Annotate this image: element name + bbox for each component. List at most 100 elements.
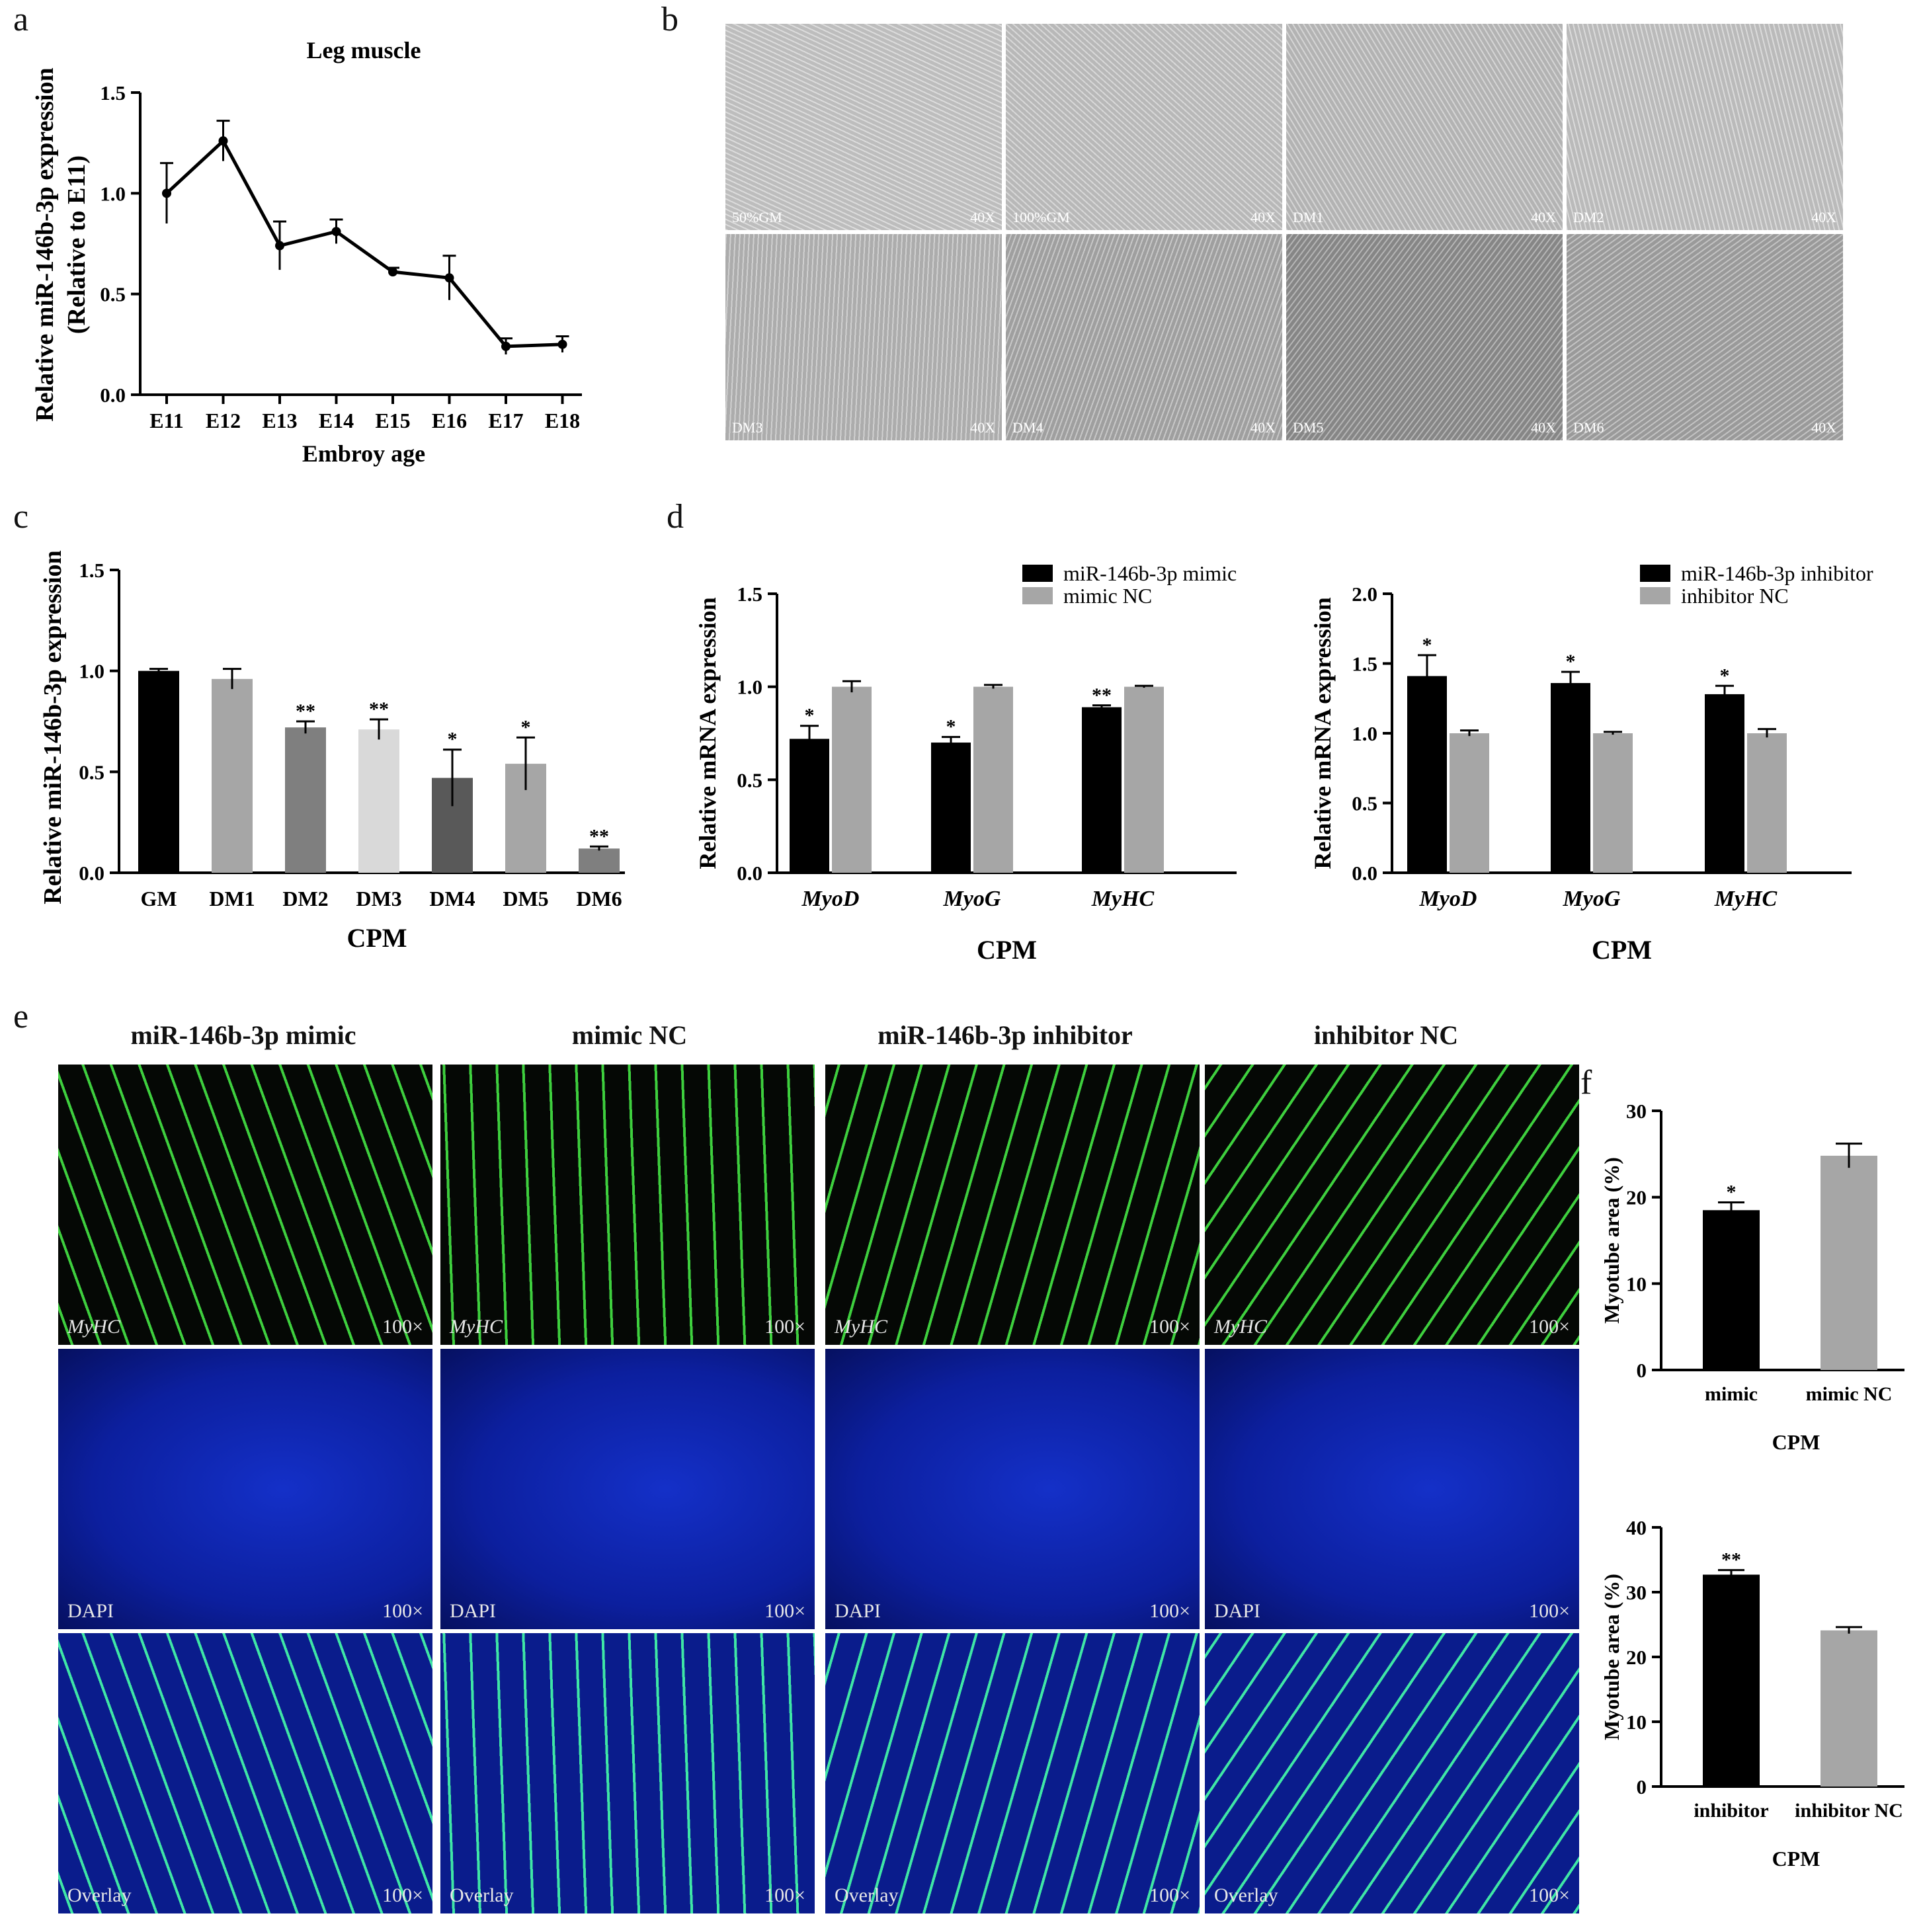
a-xtick-label: E12 xyxy=(206,409,241,432)
d1-legend-label: mimic NC xyxy=(1063,584,1152,608)
f2-xtick-label: inhibitor xyxy=(1694,1800,1768,1822)
f2-ytick-label: 30 xyxy=(1626,1581,1647,1604)
chart-d-mimic-bar: 0.0 0.5 1.0 1.5 * MyoD * MyoG ** MyHC CPM Relative … xyxy=(694,561,1237,965)
micrograph-b-tile: DM2 40X xyxy=(1567,24,1843,230)
d1-legend-swatch xyxy=(1022,565,1053,582)
col-title-mimic-nc: mimic NC xyxy=(571,1020,688,1050)
c-ytick-label: 0.0 xyxy=(79,862,104,885)
a-xtick-label: E18 xyxy=(545,409,580,432)
d2-bar xyxy=(1407,676,1447,873)
f2-bar xyxy=(1703,1574,1760,1787)
a-ytick-label: 1.5 xyxy=(100,81,126,104)
c-xtick-label: DM2 xyxy=(282,887,328,910)
micrograph-b-magnification: 40X xyxy=(970,209,995,225)
fluorescence-magnification: 100× xyxy=(764,1884,805,1906)
c-significance: * xyxy=(448,729,458,750)
a-point xyxy=(218,136,228,146)
fluorescence-grid-e: MyHC 100× MyHC 100× MyHC 100× MyHC 100× DAPI 100×… xyxy=(58,1065,1579,1924)
micrograph-b-tile: DM3 40X xyxy=(725,234,1002,440)
f2-ytick-label: 10 xyxy=(1626,1711,1647,1734)
a-xtick-label: E13 xyxy=(262,409,297,432)
a-point xyxy=(388,267,397,277)
panel-label-f: f xyxy=(1580,1064,1592,1102)
f2-ylabel: Myotube area (%) xyxy=(1600,1574,1623,1740)
micrograph-b-label: DM1 xyxy=(1293,209,1324,225)
d1-xtick-label: MyoD xyxy=(801,887,860,911)
chart-f-mimic-bar: 0 10 20 30 * mimic mimic NC CPM Myotube area (%) xyxy=(1600,1100,1904,1454)
fluorescence-label: DAPI xyxy=(450,1600,497,1622)
d1-ytick-label: 0.0 xyxy=(737,862,762,885)
micrograph-b-magnification: 40X xyxy=(1531,209,1556,225)
col-title-mimic: miR-146b-3p mimic xyxy=(130,1020,356,1050)
fluorescence-label: Overlay xyxy=(1214,1884,1278,1906)
d1-ytick-label: 1.0 xyxy=(737,676,762,699)
d1-bar xyxy=(973,686,1013,873)
a-xtick-label: E17 xyxy=(488,409,523,432)
c-bar xyxy=(212,678,253,873)
chart-c-bar: 0.0 0.5 1.0 1.5 GM DM1 ** DM2 ** DM3 * DM4 * DM5 ** DM6… xyxy=(39,550,625,953)
a-ylabel-2: (Relative to E11) xyxy=(63,155,91,334)
c-ylabel: Relative miR-146b-3p expression xyxy=(39,550,67,905)
panel-label-a: a xyxy=(13,1,29,38)
chart-a-line: 0.0 0.5 1.0 1.5 E11 E12 E13 E14 E15 E16 E17 E18 Leg … xyxy=(31,37,582,467)
c-ytick-label: 0.5 xyxy=(79,760,104,784)
a-point xyxy=(162,188,171,198)
d2-ytick-label: 2.0 xyxy=(1352,583,1377,606)
c-significance: * xyxy=(521,716,531,738)
f1-xtick-label: mimic NC xyxy=(1806,1383,1893,1405)
a-point xyxy=(501,341,511,351)
f1-xlabel: CPM xyxy=(1772,1430,1821,1454)
d2-ytick-label: 0.0 xyxy=(1352,862,1377,885)
c-bar xyxy=(358,729,399,873)
d2-bar xyxy=(1450,733,1489,873)
micrograph-b-tile: DM6 40X xyxy=(1567,234,1843,440)
d2-bar xyxy=(1551,683,1590,873)
fluorescence-label: Overlay xyxy=(835,1884,899,1906)
a-ytick-label: 0.0 xyxy=(100,383,126,407)
fluorescence-tile-overlay: Overlay 100× xyxy=(440,1633,815,1913)
fluorescence-tile-overlay: Overlay 100× xyxy=(1205,1633,1579,1913)
d2-legend-swatch xyxy=(1640,587,1670,604)
d2-ylabel: Relative mRNA expression xyxy=(1309,597,1336,869)
f1-ytick-label: 10 xyxy=(1626,1272,1647,1295)
d1-bar xyxy=(790,739,829,873)
d2-xlabel: CPM xyxy=(1592,935,1652,965)
f2-ytick-label: 0 xyxy=(1637,1775,1647,1798)
c-ytick-label: 1.5 xyxy=(79,559,104,582)
d1-bar xyxy=(931,743,971,873)
col-title-inhibitor-nc: inhibitor NC xyxy=(1313,1020,1459,1050)
d2-ytick-label: 0.5 xyxy=(1352,792,1377,815)
fluorescence-tile-myhc: MyHC 100× xyxy=(440,1065,815,1345)
fluorescence-tile-overlay: Overlay 100× xyxy=(58,1633,432,1913)
d1-legend-swatch xyxy=(1022,587,1053,604)
fluorescence-label: DAPI xyxy=(1214,1600,1261,1622)
d1-bar xyxy=(832,686,872,873)
f2-bar xyxy=(1821,1630,1877,1787)
f2-xlabel: CPM xyxy=(1772,1847,1821,1871)
chart-d-inhibitor-bar: 0.0 0.5 1.0 1.5 2.0 * MyoD * MyoG * MyHC CPM Relativ… xyxy=(1309,561,1873,965)
fluorescence-magnification: 100× xyxy=(764,1600,805,1622)
fluorescence-magnification: 100× xyxy=(382,1884,423,1906)
fluorescence-tile-myhc: MyHC 100× xyxy=(825,1065,1200,1345)
d2-xtick-label: MyHC xyxy=(1714,887,1778,911)
c-bar xyxy=(579,848,620,873)
fluorescence-magnification: 100× xyxy=(382,1316,423,1338)
fluorescence-label: Overlay xyxy=(450,1884,514,1906)
micrograph-b-magnification: 40X xyxy=(1250,419,1276,436)
c-xtick-label: DM3 xyxy=(356,887,401,910)
panel-label-d: d xyxy=(667,498,684,536)
micrograph-b-label: DM3 xyxy=(732,419,763,436)
fluorescence-label: MyHC xyxy=(835,1316,887,1338)
c-significance: ** xyxy=(369,698,389,720)
c-xtick-label: DM1 xyxy=(209,887,255,910)
panel-label-e: e xyxy=(13,998,29,1035)
fluorescence-label: MyHC xyxy=(1214,1316,1267,1338)
d2-significance: * xyxy=(1720,664,1730,686)
fluorescence-tile-dapi: DAPI 100× xyxy=(58,1349,432,1629)
micrograph-b-magnification: 40X xyxy=(1811,209,1836,225)
a-point xyxy=(331,227,341,237)
micrograph-b-label: DM2 xyxy=(1573,209,1604,225)
d1-significance: * xyxy=(805,705,815,727)
f2-xtick-label: inhibitor NC xyxy=(1795,1800,1903,1822)
d1-significance: * xyxy=(946,716,956,738)
